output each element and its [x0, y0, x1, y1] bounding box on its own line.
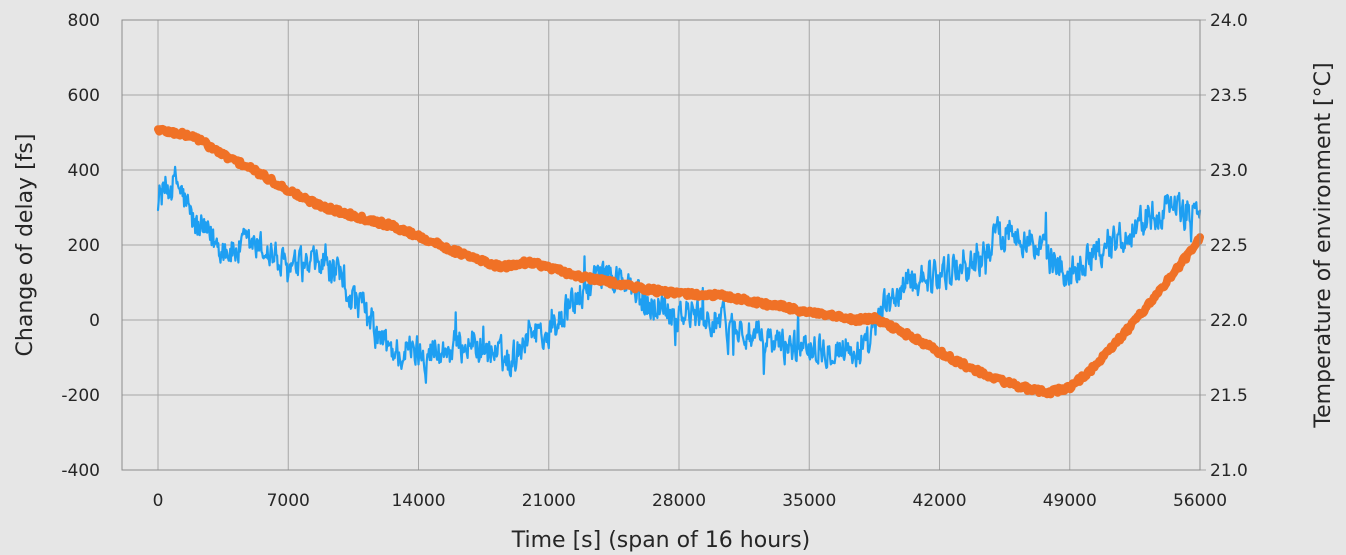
- x-tick-label: 14000: [391, 491, 445, 511]
- x-tick-label: 21000: [522, 491, 576, 511]
- y-left-tick-label: 200: [68, 236, 100, 256]
- y-left-tick-label: -200: [61, 386, 100, 406]
- x-tick-label: 56000: [1173, 491, 1227, 511]
- y-right-tick-labels: 24.0 23.5 23.0 22.5 22.0 21.5 21.0: [1210, 11, 1248, 481]
- x-tick-labels: 0 7000 14000 21000 28000 35000 42000 49000 56000: [153, 491, 1227, 511]
- plot-frame: [121, 19, 1201, 471]
- y-left-tick-label: 0: [89, 311, 100, 331]
- y-left-axis-title: Change of delay [fs]: [13, 134, 38, 357]
- x-axis-title: Time [s] (span of 16 hours): [511, 528, 811, 553]
- y-right-tick-label: 21.5: [1210, 386, 1248, 406]
- series-lines: [154, 124, 1204, 399]
- x-tick-label: 7000: [267, 491, 310, 511]
- y-right-tick-label: 22.0: [1210, 311, 1248, 331]
- y-right-tick-label: 22.5: [1210, 236, 1248, 256]
- x-tick-label: 28000: [652, 491, 706, 511]
- y-right-axis-title: Temperature of environment [°C]: [1311, 62, 1336, 428]
- y-left-tick-label: 600: [68, 86, 100, 106]
- y-right-tick-label: 21.0: [1210, 461, 1248, 481]
- y-right-tick-label: 24.0: [1210, 11, 1248, 31]
- grid-lines: [122, 19, 1206, 471]
- y-left-tick-label: 800: [68, 11, 100, 31]
- delay-series-line: [156, 165, 1202, 384]
- x-tick-label: 0: [153, 491, 164, 511]
- y-left-tick-label: 400: [68, 161, 100, 181]
- y-left-tick-labels: 800 600 400 200 0 -200 -400: [61, 11, 100, 481]
- y-right-tick-label: 23.0: [1210, 161, 1248, 181]
- y-right-tick-label: 23.5: [1210, 86, 1248, 106]
- y-left-tick-label: -400: [61, 461, 100, 481]
- x-tick-label: 35000: [782, 491, 836, 511]
- x-tick-label: 42000: [912, 491, 966, 511]
- temperature-series-line: [154, 124, 1204, 399]
- x-tick-label: 49000: [1043, 491, 1097, 511]
